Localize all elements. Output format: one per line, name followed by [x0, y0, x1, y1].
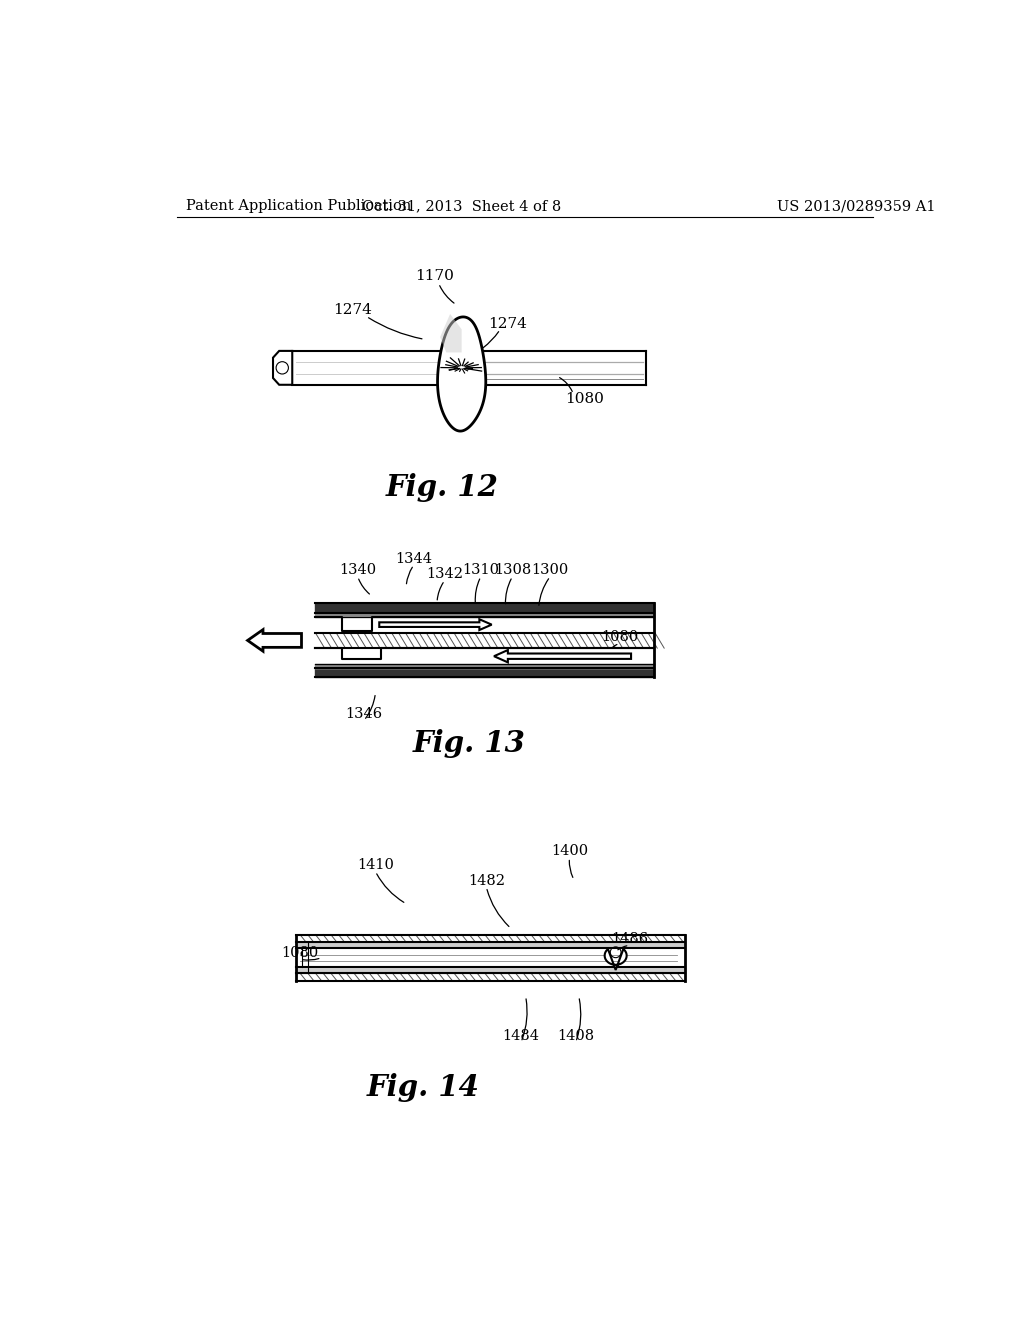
Text: 1408: 1408: [557, 1030, 594, 1043]
Text: 1410: 1410: [357, 858, 394, 873]
Polygon shape: [273, 351, 292, 385]
Text: 1482: 1482: [468, 874, 505, 887]
Text: 1342: 1342: [426, 568, 463, 581]
Text: 1300: 1300: [531, 564, 569, 577]
Text: 1080: 1080: [601, 631, 638, 644]
Polygon shape: [440, 314, 462, 352]
Text: Fig. 14: Fig. 14: [367, 1073, 479, 1102]
Text: 1484: 1484: [503, 1030, 540, 1043]
Text: 1274: 1274: [333, 304, 372, 317]
Text: Oct. 31, 2013  Sheet 4 of 8: Oct. 31, 2013 Sheet 4 of 8: [362, 199, 561, 213]
Text: 1274: 1274: [488, 317, 527, 331]
Polygon shape: [437, 317, 485, 432]
Text: 1400: 1400: [551, 845, 588, 858]
Text: Patent Application Publication: Patent Application Publication: [186, 199, 412, 213]
Text: 1486: 1486: [611, 932, 648, 946]
FancyArrow shape: [494, 649, 631, 663]
Text: 1340: 1340: [339, 564, 376, 577]
Text: 1308: 1308: [494, 564, 531, 577]
Text: US 2013/0289359 A1: US 2013/0289359 A1: [777, 199, 936, 213]
Text: 1346: 1346: [345, 708, 382, 721]
Text: 1310: 1310: [463, 564, 500, 577]
Text: Fig. 12: Fig. 12: [386, 474, 499, 503]
Text: 1080: 1080: [282, 946, 318, 960]
FancyArrow shape: [248, 630, 301, 651]
Text: 1080: 1080: [565, 392, 604, 407]
Text: 1170: 1170: [416, 269, 455, 284]
Text: 1344: 1344: [395, 552, 432, 566]
Text: Fig. 13: Fig. 13: [413, 729, 525, 758]
FancyArrow shape: [379, 619, 492, 630]
Polygon shape: [605, 949, 627, 970]
